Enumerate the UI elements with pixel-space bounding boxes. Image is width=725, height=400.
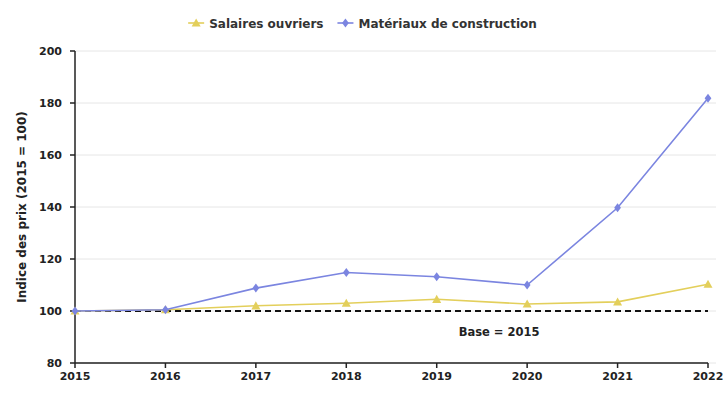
x-tick-label: 2022 <box>693 370 724 383</box>
marker <box>251 301 260 309</box>
y-tick-label: 180 <box>39 97 62 110</box>
grid-line <box>75 51 716 52</box>
x-tick-label: 2016 <box>150 370 181 383</box>
marker <box>523 299 532 307</box>
plot-area <box>71 94 713 316</box>
legend-item: Salaires ouvriers <box>188 17 323 31</box>
y-tick-label: 80 <box>47 357 63 370</box>
grid-line <box>75 103 716 104</box>
reference-line <box>75 310 708 312</box>
marker <box>252 284 259 293</box>
x-axis <box>75 362 708 364</box>
y-axis-label: Indice des prix (2015 = 100) <box>15 111 29 303</box>
x-tick-label: 2017 <box>241 370 272 383</box>
grid-line <box>75 155 716 156</box>
series-line <box>75 284 708 311</box>
y-tick-label: 140 <box>39 201 62 214</box>
marker <box>704 280 713 288</box>
series-line <box>75 98 708 311</box>
x-tick-label: 2019 <box>421 370 452 383</box>
legend-label: Matériaux de construction <box>358 17 536 31</box>
y-tick-label: 200 <box>39 45 62 58</box>
marker <box>705 94 712 103</box>
x-tick-label: 2018 <box>331 370 362 383</box>
marker <box>162 305 169 314</box>
marker <box>524 281 531 290</box>
grid-line <box>75 311 716 312</box>
marker <box>342 299 351 307</box>
chart: 80 100 120 140 160 180 200 2015 2016 2017 2018 2019… <box>0 0 725 400</box>
marker <box>343 268 350 277</box>
marker <box>433 272 440 281</box>
x-tick-label: 2015 <box>60 370 91 383</box>
legend: Salaires ouvriers Matériaux de constructi… <box>188 17 537 31</box>
legend-item: Matériaux de construction <box>337 17 536 31</box>
y-tick-label: 100 <box>39 305 62 318</box>
x-tick-label: 2021 <box>602 370 633 383</box>
marker <box>432 295 441 303</box>
reference-label: Base = 2015 <box>459 325 540 339</box>
legend-label: Salaires ouvriers <box>209 17 323 31</box>
marker <box>72 307 79 316</box>
marker <box>342 19 349 28</box>
grid-line <box>75 363 716 364</box>
y-tick-label: 120 <box>39 253 62 266</box>
y-tick-label: 160 <box>39 149 62 162</box>
x-tick-label: 2020 <box>512 370 543 383</box>
y-axis <box>74 51 76 363</box>
grid-line <box>75 259 716 260</box>
marker <box>613 297 622 305</box>
marker <box>192 19 201 27</box>
marker <box>614 203 621 212</box>
